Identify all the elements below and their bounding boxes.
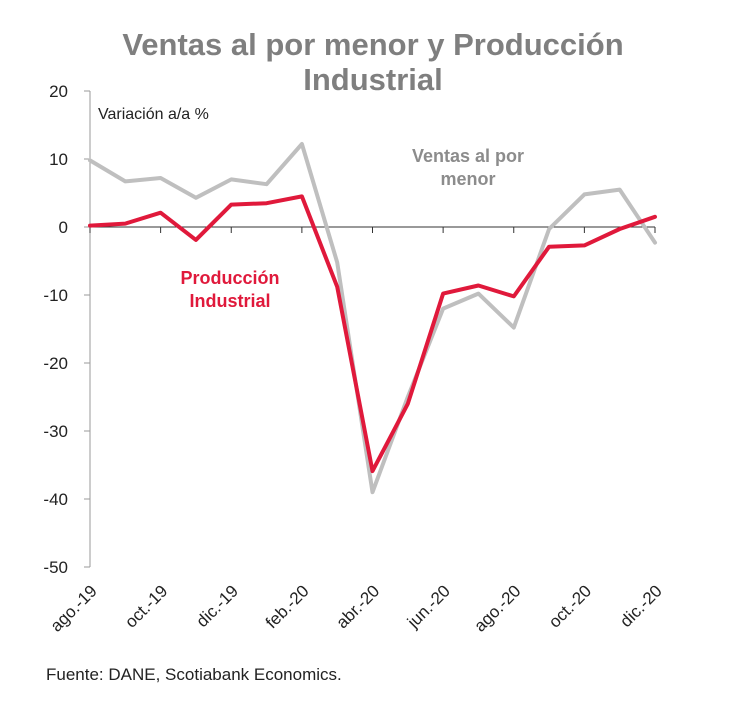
y-tick-label: -20 bbox=[43, 354, 68, 373]
y-tick-label: 0 bbox=[59, 218, 68, 237]
x-tick-label: dic.-19 bbox=[193, 581, 243, 631]
y-tick-label: 20 bbox=[49, 82, 68, 101]
series-label-ventas-line-1: Ventas al por bbox=[412, 146, 524, 166]
series-label-produccion-line-1: Producción bbox=[180, 268, 279, 288]
y-tick-label: -50 bbox=[43, 558, 68, 577]
plot-area: 20 10 0 -10 -20 -30 -40 -50 ago.-19 oct.-19 dic.-1… bbox=[43, 82, 665, 636]
y-tick-label: -40 bbox=[43, 490, 68, 509]
series-label-ventas-line-2: menor bbox=[440, 169, 495, 189]
y-axis-label: Variación a/a % bbox=[98, 106, 209, 123]
x-tick-label: ago.-19 bbox=[47, 581, 101, 635]
x-tick-label: jun.-20 bbox=[403, 581, 454, 632]
y-tick-label: -30 bbox=[43, 422, 68, 441]
chart-title-line-2: Industrial bbox=[303, 62, 443, 97]
series-line-produccion-industrial bbox=[88, 194, 657, 474]
source-note: Fuente: DANE, Scotiabank Economics. bbox=[46, 665, 342, 684]
x-tick-label: feb.-20 bbox=[262, 581, 313, 632]
chart-title-line-1: Ventas al por menor y Producción bbox=[122, 27, 623, 62]
series-label-produccion-line-2: Industrial bbox=[189, 291, 270, 311]
series-line-ventas-al-por-menor bbox=[88, 142, 657, 495]
x-tick-label: abr.-20 bbox=[332, 581, 383, 632]
x-tick-label: oct.-19 bbox=[121, 581, 171, 631]
y-tick-label: -10 bbox=[43, 286, 68, 305]
y-tick-label: 10 bbox=[49, 150, 68, 169]
x-tick-label: oct.-20 bbox=[545, 581, 595, 631]
x-tick-label: ago.-20 bbox=[470, 581, 524, 635]
x-tick-label: dic.-20 bbox=[616, 581, 666, 631]
